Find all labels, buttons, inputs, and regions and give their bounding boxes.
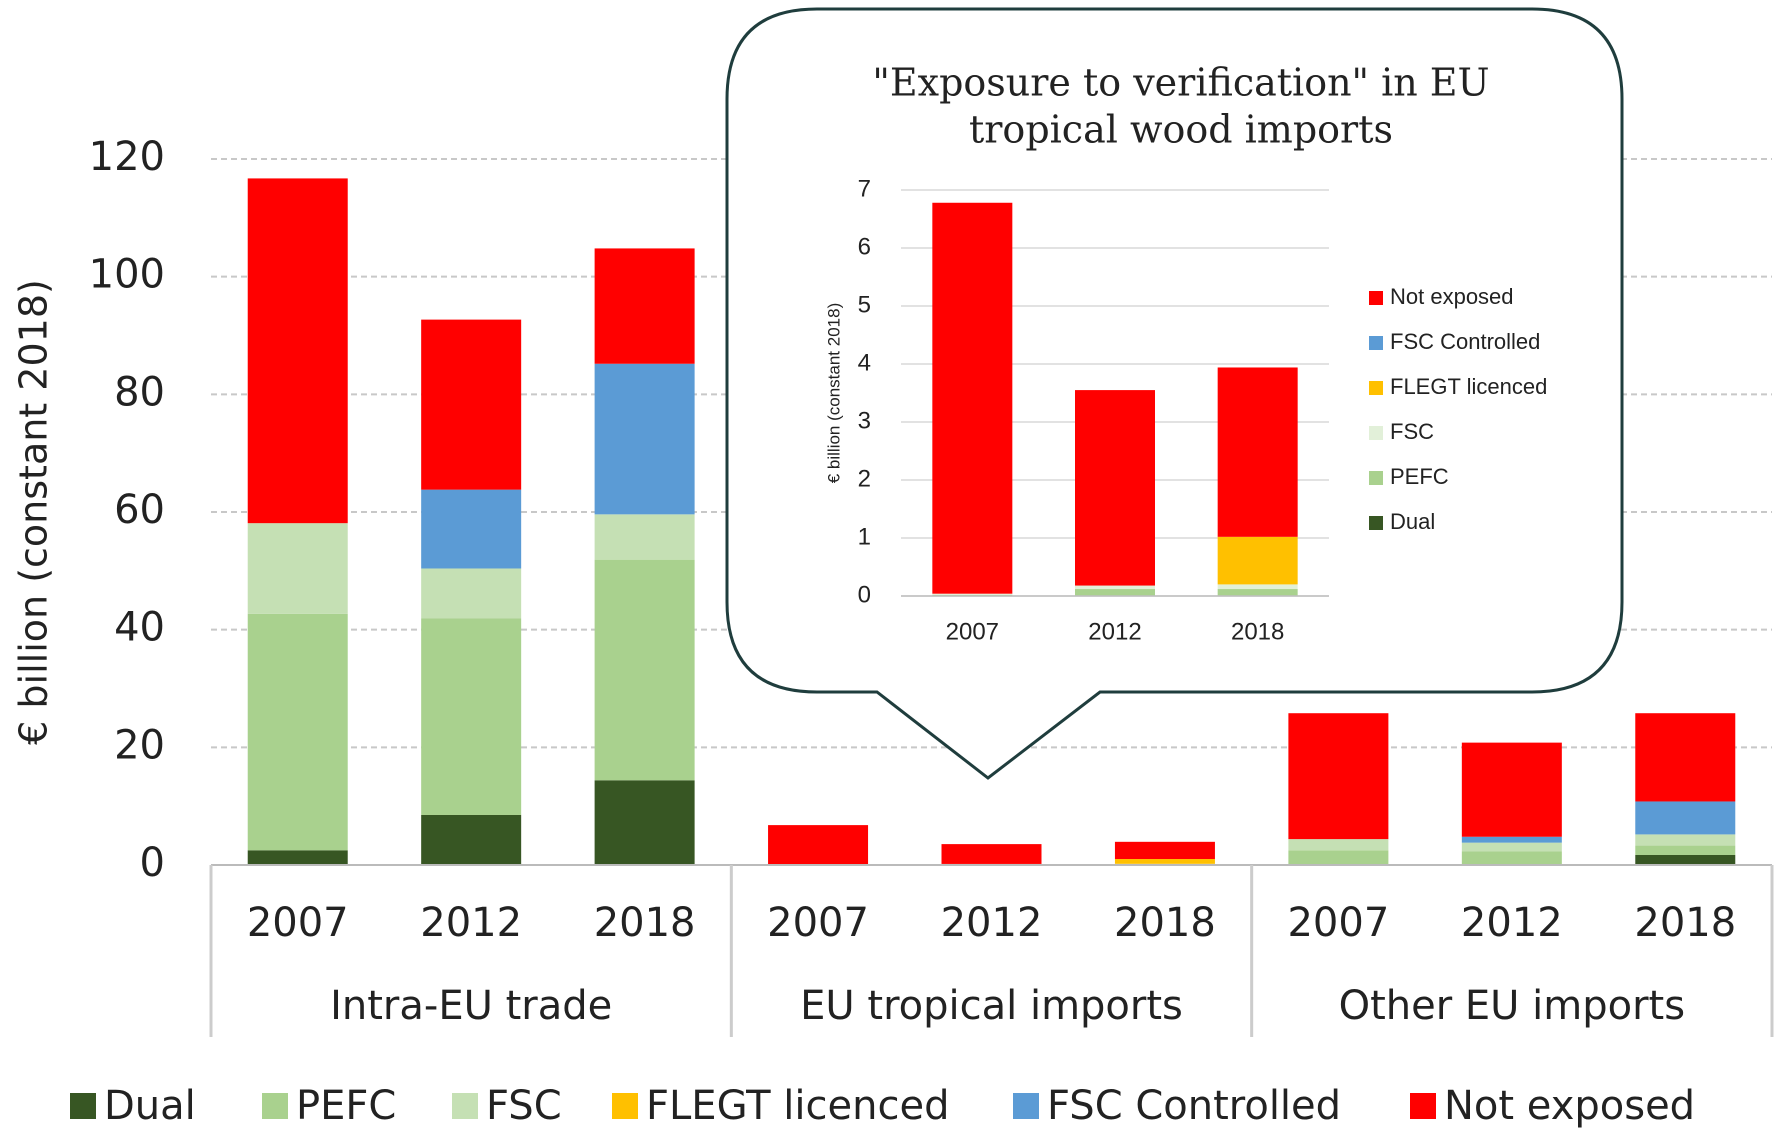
inset-legend-swatch — [1369, 291, 1383, 305]
bar-segment — [941, 844, 1042, 864]
group-label: EU tropical imports — [800, 983, 1183, 1029]
legend-swatch — [1410, 1093, 1436, 1119]
legend-swatch — [70, 1093, 96, 1119]
y-axis-label: € billion (constant 2018) — [12, 279, 56, 745]
y-axis-label: € billion (constant 2018) — [824, 303, 843, 484]
legend-swatch — [1013, 1093, 1039, 1119]
bar-segment — [1288, 839, 1389, 851]
legend-swatch — [262, 1093, 288, 1119]
legend-swatch — [612, 1093, 638, 1119]
x-tick-label: 2012 — [941, 900, 1043, 946]
group-label: Other EU imports — [1339, 983, 1685, 1029]
y-tick-label: 1 — [858, 523, 871, 550]
bar-segment — [1288, 713, 1389, 840]
inset-legend-label: PEFC — [1390, 464, 1449, 489]
bar-segment — [1075, 589, 1155, 596]
bar-segment — [1217, 584, 1298, 590]
bar-segment — [1075, 390, 1155, 586]
bar-segment — [1461, 842, 1562, 852]
y-tick-label: 7 — [858, 175, 871, 202]
x-tick-label: 2018 — [594, 900, 696, 946]
bar-segment — [932, 202, 1013, 594]
y-tick-label: 3 — [858, 407, 871, 434]
bar-segment — [1075, 585, 1155, 590]
bar-segment — [421, 618, 522, 815]
inset-legend-label: FLEGT licenced — [1390, 374, 1547, 399]
bar-segment — [768, 825, 869, 865]
inset-legend-swatch — [1369, 426, 1383, 440]
x-tick-label: 2012 — [1088, 618, 1141, 645]
y-tick-label: 100 — [89, 252, 165, 298]
legend-label: FSC Controlled — [1047, 1083, 1341, 1129]
bar-segment — [421, 319, 522, 490]
bar-segment — [421, 814, 522, 865]
bar-segment — [1217, 367, 1298, 537]
x-tick-label: 2012 — [1461, 900, 1563, 946]
bar-segment — [247, 850, 348, 865]
bar-segment — [594, 248, 695, 364]
y-tick-label: 60 — [114, 487, 165, 533]
bar-segment — [421, 568, 522, 619]
x-tick-label: 2018 — [1634, 900, 1736, 946]
legend-label: FSC — [486, 1083, 562, 1129]
bar-segment — [1635, 801, 1736, 835]
y-tick-label: 2 — [858, 465, 871, 492]
inset-legend-swatch — [1369, 336, 1383, 350]
bar-segment — [594, 780, 695, 865]
y-tick-label: 4 — [858, 349, 871, 376]
inset-legend-swatch — [1369, 516, 1383, 530]
inset-legend-label: FSC — [1390, 419, 1434, 444]
legend-label: PEFC — [296, 1083, 396, 1129]
y-tick-label: 120 — [89, 134, 165, 180]
inset-legend-label: Dual — [1390, 509, 1435, 534]
x-tick-label: 2007 — [247, 900, 349, 946]
group-label: Intra-EU trade — [330, 983, 612, 1029]
bar-segment — [1288, 850, 1389, 865]
x-tick-label: 2012 — [420, 900, 522, 946]
x-tick-label: 2018 — [1231, 618, 1284, 645]
bar-segment — [1635, 845, 1736, 855]
inset-title: tropical wood imports — [969, 108, 1393, 152]
y-tick-label: 0 — [140, 840, 165, 886]
bar-segment — [1217, 536, 1298, 585]
x-tick-label: 2007 — [767, 900, 869, 946]
y-tick-label: 6 — [858, 233, 871, 260]
bar-segment — [594, 363, 695, 515]
y-tick-label: 40 — [114, 605, 165, 651]
inset-legend-label: FSC Controlled — [1390, 329, 1540, 354]
bar-segment — [1461, 742, 1562, 837]
inset-legend-swatch — [1369, 471, 1383, 485]
legend-label: Not exposed — [1444, 1083, 1695, 1129]
y-tick-label: 80 — [114, 369, 165, 415]
bar-segment — [932, 593, 1013, 595]
bar-segment — [1217, 589, 1298, 596]
bar-segment — [247, 613, 348, 851]
bar-segment — [594, 514, 695, 560]
bar-segment — [1635, 834, 1736, 846]
bar-segment — [1114, 858, 1215, 864]
inset-legend-label: Not exposed — [1390, 284, 1514, 309]
bar-segment — [1635, 713, 1736, 802]
legend-label: FLEGT licenced — [646, 1083, 949, 1129]
bar-segment — [1461, 836, 1562, 843]
y-tick-label: 20 — [114, 722, 165, 768]
x-tick-label: 2007 — [946, 618, 999, 645]
inset-title: "Exposure to verification" in EU — [872, 61, 1489, 105]
bar-segment — [247, 178, 348, 524]
bar-segment — [1114, 841, 1215, 859]
bar-segment — [1635, 854, 1736, 865]
legend-swatch — [452, 1093, 478, 1119]
y-tick-label: 0 — [858, 581, 871, 608]
y-tick-label: 5 — [858, 291, 871, 318]
legend-label: Dual — [104, 1083, 196, 1129]
x-tick-label: 2018 — [1114, 900, 1216, 946]
x-tick-label: 2007 — [1287, 900, 1389, 946]
bar-segment — [594, 559, 695, 781]
bar-segment — [1461, 851, 1562, 865]
inset-legend-swatch — [1369, 381, 1383, 395]
bar-segment — [247, 523, 348, 614]
bar-segment — [421, 489, 522, 569]
